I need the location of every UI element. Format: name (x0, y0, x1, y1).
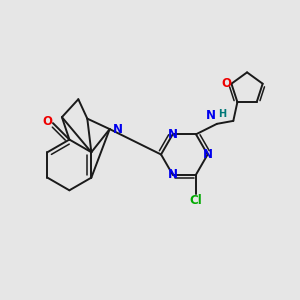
Text: N: N (168, 168, 178, 181)
Text: Cl: Cl (190, 194, 202, 206)
Text: N: N (202, 148, 213, 161)
Text: O: O (221, 77, 231, 90)
Text: H: H (218, 109, 226, 119)
Text: N: N (168, 128, 178, 141)
Text: N: N (113, 123, 123, 136)
Text: O: O (43, 115, 52, 128)
Text: N: N (206, 110, 215, 122)
